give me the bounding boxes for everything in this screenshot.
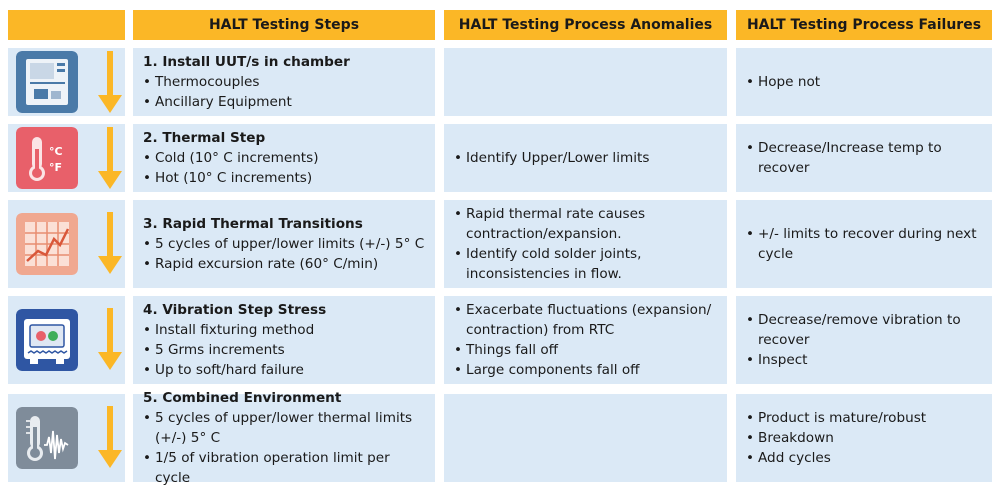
step-down-arrow-icon (98, 308, 122, 370)
celsius-label: °C (49, 145, 63, 158)
step-down-arrow-icon (98, 127, 122, 189)
row-2-failures-cell: • Decrease/Increase temp to recover (736, 124, 992, 192)
combined-environment-icon (16, 407, 78, 469)
row-5-failure-3: • Add cycles (746, 450, 831, 466)
chamber-icon (16, 51, 78, 113)
row-4-title: 4. Vibration Step Stress (143, 302, 327, 318)
row-1-step-2: • Ancillary Equipment (143, 94, 292, 110)
row-4-steps-cell: 4. Vibration Step Stress • Install fixtur… (133, 296, 435, 384)
row-4-anomaly-2: • Things fall off (454, 342, 559, 358)
row-5-step-2: • 1/5 of vibration operation limit per cy… (143, 450, 390, 486)
row-3-step-2: • Rapid excursion rate (60° C/min) (143, 256, 379, 272)
fahrenheit-label: °F (49, 161, 62, 174)
header-steps: HALT Testing Steps (133, 10, 435, 40)
row-4-step-2: • 5 Grms increments (143, 342, 285, 358)
row-2-step-2: • Hot (10° C increments) (143, 170, 313, 186)
row-5-steps-cell: 5. Combined Environment • 5 cycles of upp… (133, 390, 435, 486)
row-2-failure-1: • Decrease/Increase temp to recover (746, 140, 942, 176)
row-5-failures-cell: • Product is mature/robust • Breakdown • Ad… (736, 394, 992, 482)
row-3-icon-cell (8, 200, 125, 288)
row-2-title: 2. Thermal Step (143, 130, 266, 146)
row-3-anomaly-2: • Identify cold solder joints, inconsiste… (454, 246, 642, 282)
header-anomalies: HALT Testing Process Anomalies (444, 10, 727, 40)
row-2-anomalies-cell: • Identify Upper/Lower limits (444, 124, 727, 192)
step-down-arrow-icon (98, 212, 122, 274)
thermometer-icon: °C °F (16, 127, 78, 189)
row-3-step-1: • 5 cycles of upper/lower limits (+/-) 5°… (143, 236, 425, 252)
header-icon-spacer (8, 10, 125, 40)
vibration-table-icon (16, 309, 78, 371)
row-2-steps-cell: 2. Thermal Step • Cold (10° C increments)… (133, 124, 435, 192)
row-1-anomalies-cell (444, 48, 727, 116)
row-4-anomaly-1: • Exacerbate fluctuations (expansion/ con… (454, 302, 712, 338)
row-1-title: 1. Install UUT/s in chamber (143, 54, 350, 70)
row-3-failure-1: • +/- limits to recover during next cycle (746, 226, 977, 262)
step-down-arrow-icon (98, 406, 122, 468)
row-2-anomaly-1: • Identify Upper/Lower limits (454, 150, 650, 166)
row-1-failure-1: • Hope not (746, 74, 821, 90)
row-4-failure-2: • Inspect (746, 352, 808, 368)
row-5-icon-cell (8, 394, 125, 482)
row-3-title: 3. Rapid Thermal Transitions (143, 216, 363, 232)
row-4-icon-cell (8, 296, 125, 384)
row-4-failure-1: • Decrease/remove vibration to recover (746, 312, 961, 348)
row-2-icon-cell: °C °F (8, 124, 125, 192)
row-3-anomalies-cell: • Rapid thermal rate causes contraction/e… (444, 200, 727, 288)
header-failures: HALT Testing Process Failures (736, 10, 992, 40)
row-4-step-1: • Install fixturing method (143, 322, 315, 338)
row-5-title: 5. Combined Environment (143, 390, 342, 406)
row-3-steps-cell: 3. Rapid Thermal Transitions • 5 cycles o… (133, 200, 435, 288)
row-3-anomaly-1: • Rapid thermal rate causes contraction/e… (454, 206, 646, 242)
row-4-failures-cell: • Decrease/remove vibration to recover • I… (736, 296, 992, 384)
row-3-failures-cell: • +/- limits to recover during next cycle (736, 200, 992, 288)
row-2-step-1: • Cold (10° C increments) (143, 150, 319, 166)
row-4-step-3: • Up to soft/hard failure (143, 362, 304, 378)
row-1-icon-cell (8, 48, 125, 116)
row-5-failure-2: • Breakdown (746, 430, 834, 446)
chart-grid-icon (16, 213, 78, 275)
row-5-failure-1: • Product is mature/robust (746, 410, 927, 426)
step-down-arrow-icon (98, 51, 122, 113)
row-4-anomalies-cell: • Exacerbate fluctuations (expansion/ con… (444, 296, 727, 384)
row-1-failures-cell: • Hope not (736, 48, 992, 116)
row-1-step-1: • Thermocouples (143, 74, 260, 90)
row-1-steps-cell: 1. Install UUT/s in chamber • Thermocoupl… (133, 48, 435, 116)
row-4-anomaly-3: • Large components fall off (454, 362, 640, 378)
row-5-anomalies-cell (444, 394, 727, 482)
row-5-step-1: • 5 cycles of upper/lower thermal limits … (143, 410, 413, 446)
